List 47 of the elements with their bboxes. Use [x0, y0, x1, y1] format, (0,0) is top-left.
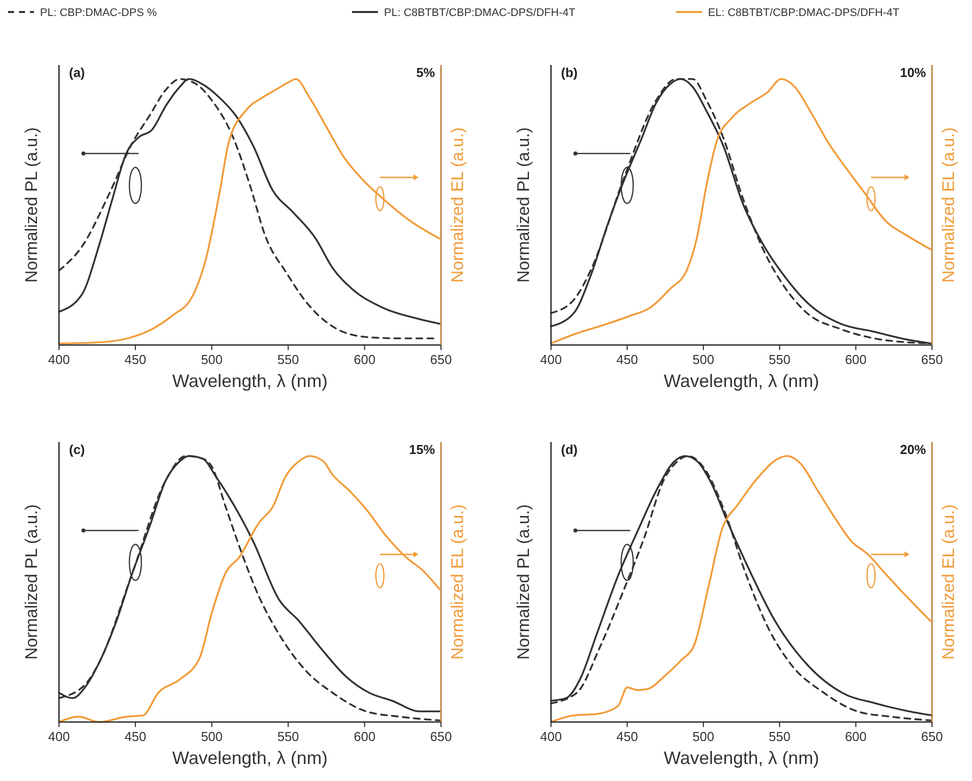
y-axis-title: Normalized PL (a.u.) [514, 504, 533, 660]
x-tick-label: 500 [692, 352, 714, 367]
legend-label: EL: C8BTBT/CBP:DMAC-DPS/DFH-4T [708, 7, 900, 19]
x-tick-label: 600 [844, 729, 867, 744]
legend-label: PL: C8BTBT/CBP:DMAC-DPS/DFH-4T [384, 7, 576, 19]
x-tick-label: 600 [844, 352, 867, 367]
x-tick-label: 400 [48, 729, 70, 744]
y2-axis-title: Normalized EL (a.u.) [939, 504, 958, 660]
x-tick-label: 650 [430, 729, 452, 744]
x-tick-label: 550 [768, 352, 790, 367]
x-tick-label: 500 [692, 729, 714, 744]
x-axis-title: Wavelength, λ (nm) [664, 371, 820, 391]
x-tick-label: 550 [277, 729, 300, 744]
x-tick-label: 450 [616, 729, 638, 744]
x-tick-label: 500 [200, 729, 223, 744]
x-tick-label: 400 [48, 352, 70, 367]
x-tick-label: 450 [124, 352, 146, 367]
y-axis-title: Normalized PL (a.u.) [514, 127, 533, 283]
annotation: 15% [408, 442, 436, 457]
annotation: 20% [900, 442, 926, 457]
x-tick-label: 650 [921, 352, 943, 367]
x-axis-title: Wavelength, λ (nm) [172, 371, 328, 391]
x-tick-label: 450 [124, 729, 146, 744]
legend-label: PL: CBP:DMAC-DPS % [40, 7, 157, 19]
y2-axis-title: Normalized EL (a.u.) [448, 504, 467, 660]
x-tick-label: 550 [277, 352, 300, 367]
annotation: 5% [416, 65, 436, 80]
annotation: (a) [69, 65, 85, 80]
x-tick-label: 450 [616, 352, 638, 367]
annotation: (b) [561, 65, 578, 80]
x-tick-label: 650 [430, 352, 452, 367]
x-tick-label: 600 [354, 729, 376, 744]
x-tick-label: 500 [200, 352, 223, 367]
y-axis-title: Normalized PL (a.u.) [22, 127, 41, 283]
x-axis-title: Wavelength, λ (nm) [172, 748, 328, 768]
y2-axis-title: Normalized EL (a.u.) [448, 127, 467, 283]
x-tick-label: 650 [921, 729, 943, 744]
annotation: (c) [69, 442, 85, 457]
y2-axis-title: Normalized EL (a.u.) [939, 127, 958, 283]
annotation: 10% [900, 65, 926, 80]
y-axis-title: Normalized PL (a.u.) [22, 504, 41, 660]
x-tick-label: 400 [540, 352, 562, 367]
x-tick-label: 600 [354, 352, 376, 367]
x-axis-title: Wavelength, λ (nm) [664, 748, 820, 768]
annotation: (d) [561, 442, 578, 457]
x-tick-label: 400 [540, 729, 562, 744]
x-tick-label: 550 [768, 729, 790, 744]
